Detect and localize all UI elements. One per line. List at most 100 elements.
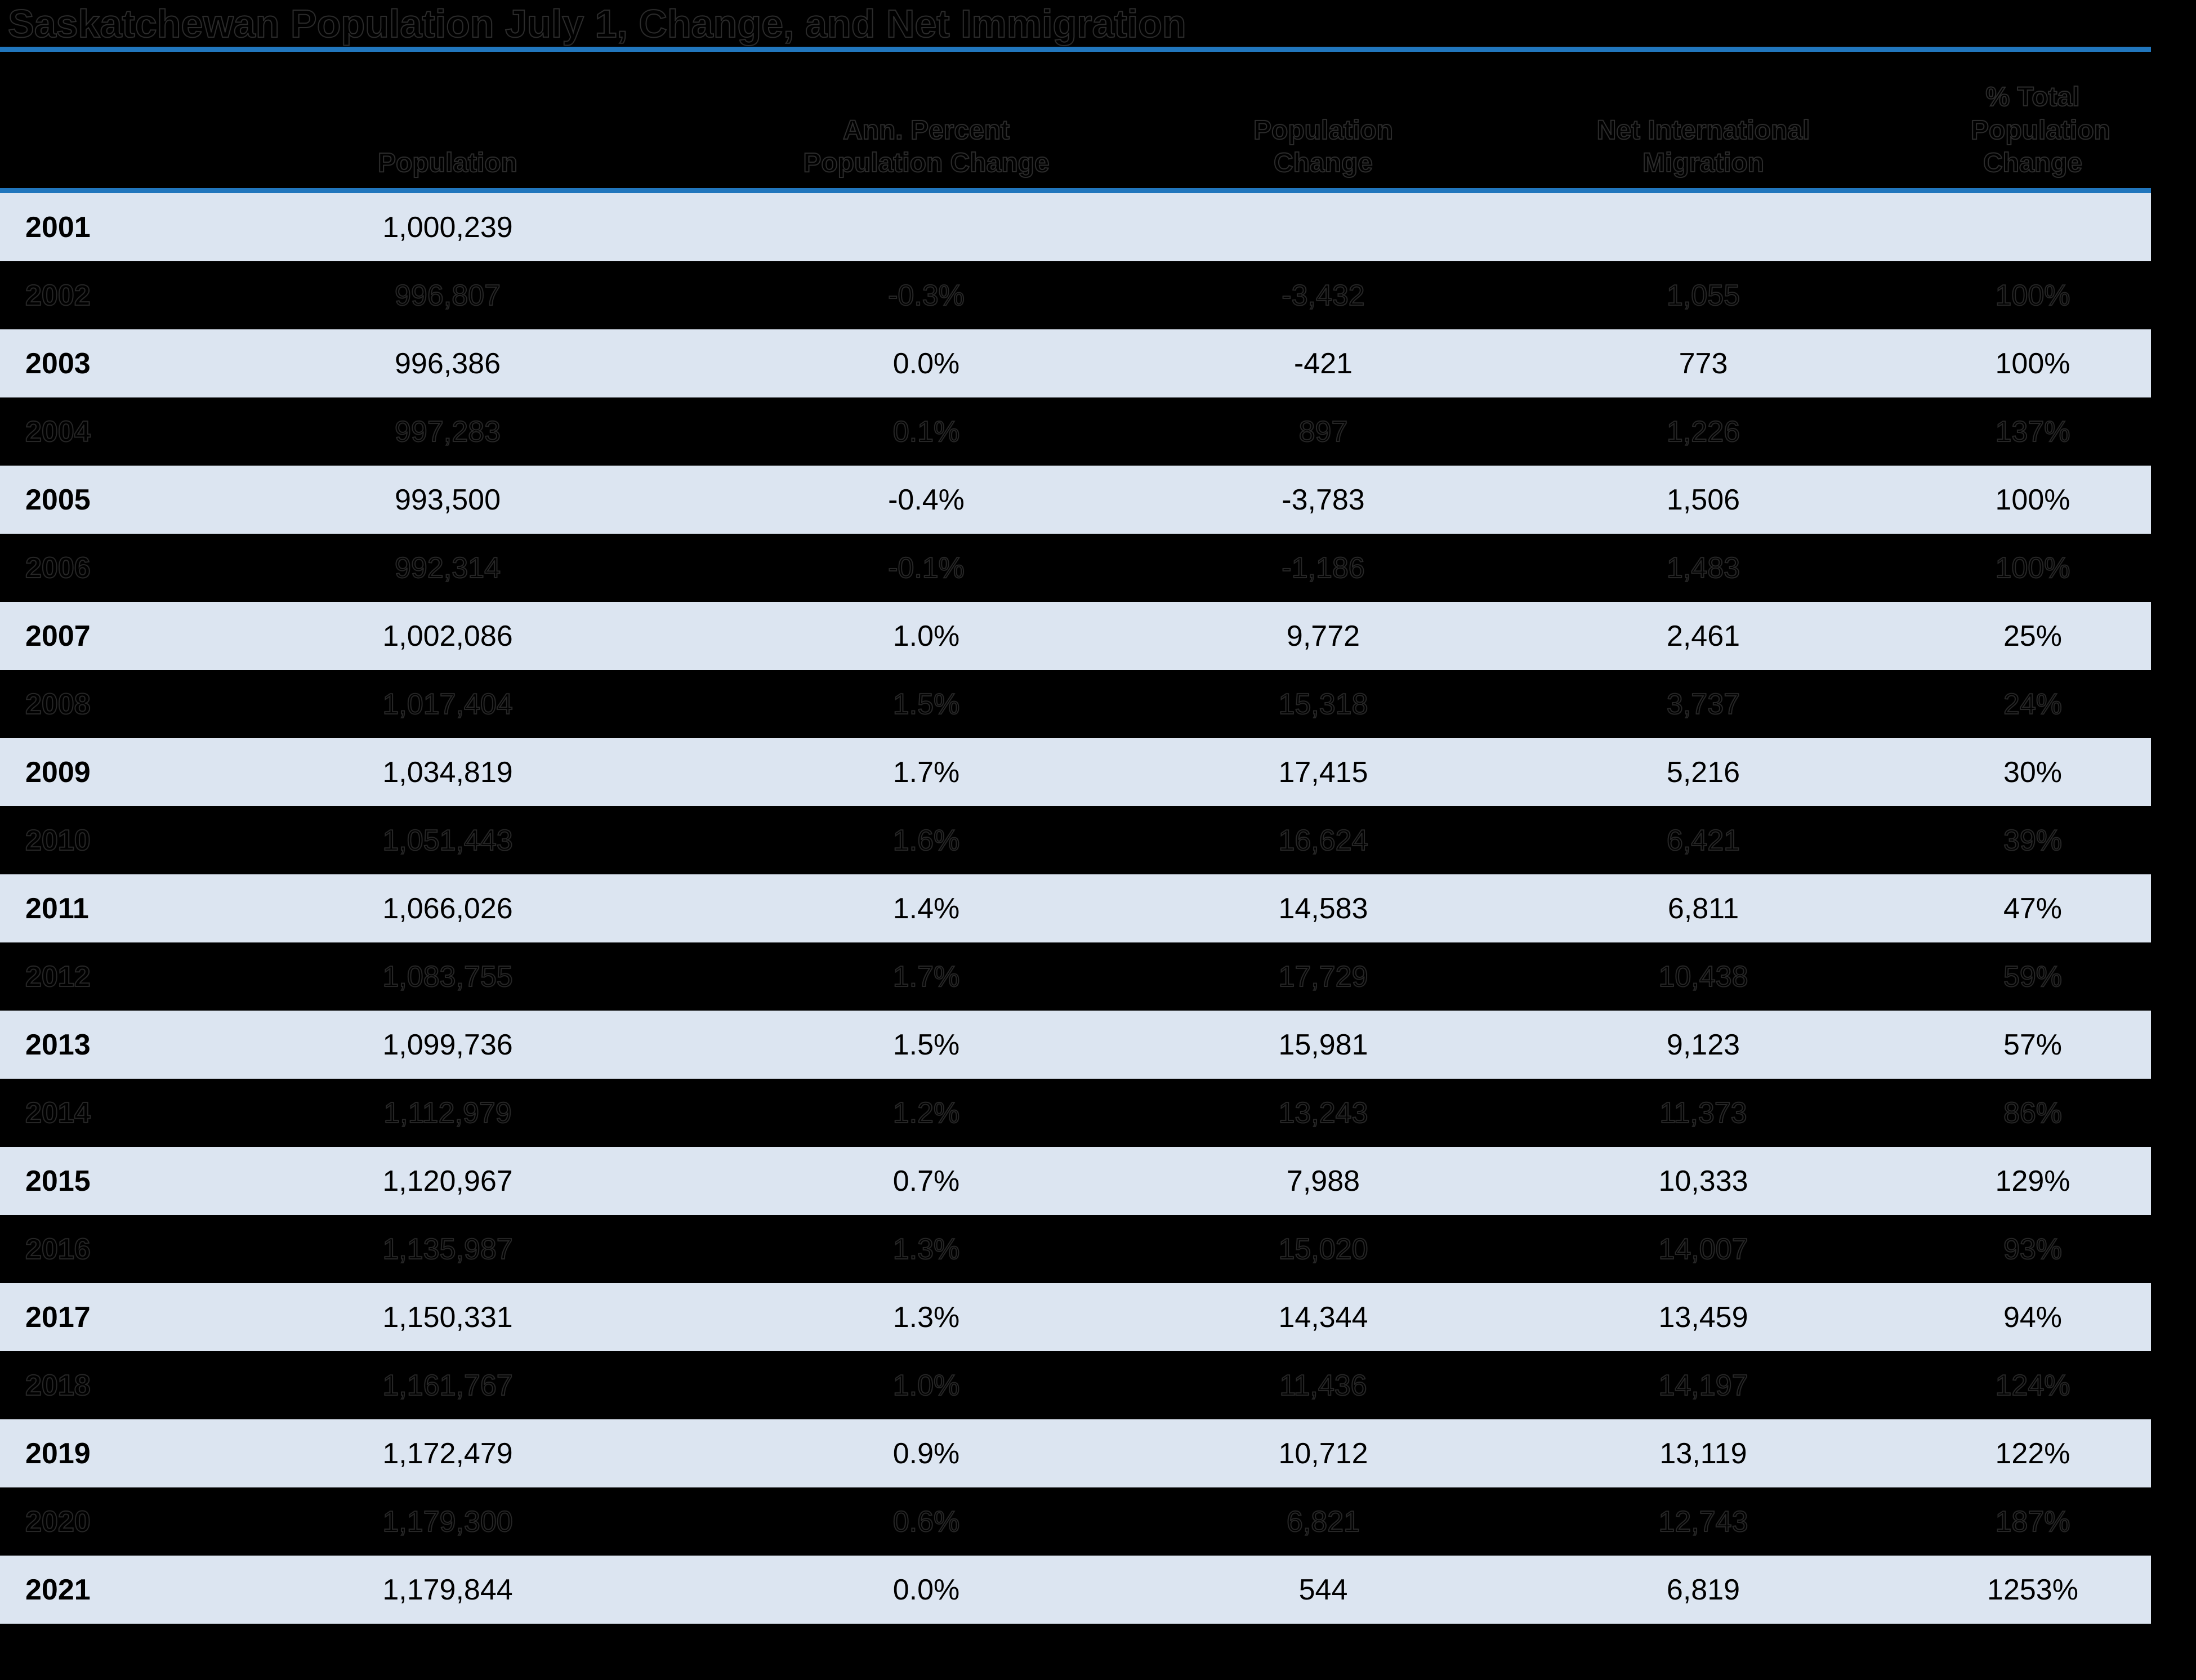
cell-ann_pct: 1.2%: [892, 1096, 961, 1130]
cell-population: 1,000,239: [382, 211, 513, 244]
cell-population: 1,099,736: [382, 1028, 513, 1061]
cell-population: 996,386: [395, 347, 501, 380]
cell-pop_change: -3,432: [1281, 279, 1365, 312]
cell-net_intl: 13,459: [1658, 1301, 1748, 1334]
cell-ann_pct: 1.4%: [892, 892, 960, 925]
cell-net_intl: 773: [1679, 347, 1728, 380]
cell-pct_total: 1253%: [1987, 1573, 2078, 1606]
cell-pct_total: 124%: [1995, 1369, 2071, 1402]
column-header-pop_change: Population Change: [1253, 115, 1394, 179]
cell-net_intl: 1,226: [1666, 415, 1740, 449]
cell-population: 1,112,979: [383, 1096, 512, 1130]
cell-net_intl: 10,438: [1658, 960, 1748, 994]
cell-year: 2021: [25, 1573, 91, 1606]
cell-population: 997,283: [394, 415, 501, 449]
table-row: 2003 996,386 0.0% -421 773 100%: [0, 329, 2151, 397]
table-row: 2004 997,283 0.1% 897 1,226 137%: [0, 397, 2151, 466]
cell-year: 2014: [25, 1096, 91, 1130]
cell-pop_change: 16,624: [1278, 824, 1368, 857]
cell-pct_total: 59%: [2003, 960, 2063, 994]
cell-population: 1,066,026: [382, 892, 513, 925]
table-row: 2005 993,500 -0.4% -3,783 1,506 100%: [0, 466, 2151, 534]
column-header-pct_total: % Total Population Change: [1970, 82, 2111, 178]
cell-population: 1,172,479: [382, 1437, 513, 1470]
cell-net_intl: 2,461: [1666, 619, 1740, 653]
cell-year: 2007: [25, 619, 91, 653]
cell-ann_pct: -0.3%: [887, 279, 965, 312]
cell-pop_change: -421: [1293, 347, 1353, 380]
cell-year: 2012: [25, 960, 91, 994]
cell-ann_pct: 1.5%: [892, 687, 961, 721]
cell-pct_total: 94%: [2003, 1301, 2063, 1334]
cell-population: 1,179,844: [382, 1573, 513, 1606]
cell-ann_pct: 0.0%: [892, 1573, 960, 1606]
cell-year: 2008: [25, 687, 91, 721]
cell-ann_pct: 1.7%: [892, 960, 961, 994]
cell-population: 1,017,404: [382, 687, 513, 721]
cell-ann_pct: 1.7%: [892, 756, 960, 789]
cell-ann_pct: 1.6%: [892, 824, 961, 857]
column-header-ann_pct: Ann. Percent Population Change: [802, 115, 1050, 179]
column-header-net_intl: Net International Migration: [1596, 115, 1811, 179]
title-bar: Saskatchewan Population July 1, Change, …: [0, 0, 2151, 52]
cell-net_intl: 5,216: [1666, 756, 1740, 789]
table-row: 2016 1,135,987 1.3% 15,020 14,007 93%: [0, 1215, 2151, 1283]
cell-ann_pct: 0.6%: [892, 1505, 961, 1539]
cell-year: 2015: [25, 1164, 91, 1198]
cell-ann_pct: 0.1%: [892, 415, 961, 449]
cell-pop_change: 897: [1298, 415, 1349, 449]
table-body: 2001 1,000,239 2002 996,807 -0.3% -3,432 1,055…: [0, 193, 2151, 1624]
cell-pct_total: 100%: [1995, 483, 2070, 516]
cell-pct_total: 100%: [1995, 551, 2071, 585]
cell-pop_change: -1,186: [1281, 551, 1365, 585]
cell-pop_change: 6,821: [1286, 1505, 1360, 1539]
cell-pct_total: 39%: [2003, 824, 2063, 857]
cell-year: 2006: [25, 551, 91, 585]
cell-pct_total: 57%: [2003, 1028, 2063, 1061]
table-row: 2019 1,172,479 0.9% 10,712 13,119 122%: [0, 1419, 2151, 1487]
table-row: 2008 1,017,404 1.5% 15,318 3,737 24%: [0, 670, 2151, 738]
cell-year: 2016: [25, 1232, 91, 1266]
table-row: 2015 1,120,967 0.7% 7,988 10,333 129%: [0, 1147, 2151, 1215]
table-row: 2020 1,179,300 0.6% 6,821 12,743 187%: [0, 1487, 2151, 1556]
page-title: Saskatchewan Population July 1, Change, …: [7, 1, 1187, 46]
cell-ann_pct: 1.3%: [892, 1301, 960, 1334]
cell-pop_change: 17,415: [1278, 756, 1368, 789]
cell-pop_change: 14,583: [1278, 892, 1368, 925]
cell-ann_pct: 1.3%: [892, 1232, 961, 1266]
cell-pct_total: 187%: [1995, 1505, 2071, 1539]
table-row: 2012 1,083,755 1.7% 17,729 10,438 59%: [0, 942, 2151, 1011]
cell-net_intl: 6,819: [1666, 1573, 1740, 1606]
table-row: 2010 1,051,443 1.6% 16,624 6,421 39%: [0, 806, 2151, 874]
table-row: 2007 1,002,086 1.0% 9,772 2,461 25%: [0, 602, 2151, 670]
cell-pct_total: 100%: [1995, 347, 2070, 380]
cell-net_intl: 14,197: [1658, 1369, 1748, 1402]
table-header-row: Population Ann. Percent Population Change P…: [0, 52, 2151, 193]
cell-year: 2013: [25, 1028, 91, 1061]
cell-population: 996,807: [394, 279, 501, 312]
cell-pop_change: 15,318: [1278, 687, 1368, 721]
table-row: 2014 1,112,979 1.2% 13,243 11,373 86%: [0, 1079, 2151, 1147]
cell-pct_total: 122%: [1995, 1437, 2070, 1470]
column-header-year: [0, 180, 253, 188]
cell-pop_change: 7,988: [1286, 1164, 1360, 1198]
cell-year: 2020: [25, 1505, 91, 1539]
cell-net_intl: 10,333: [1658, 1164, 1748, 1198]
cell-population: 993,500: [395, 483, 501, 516]
cell-pct_total: 30%: [2003, 756, 2063, 789]
cell-year: 2019: [25, 1437, 91, 1470]
cell-ann_pct: 1.0%: [892, 619, 960, 653]
cell-pop_change: 15,020: [1278, 1232, 1368, 1266]
cell-population: 1,179,300: [382, 1505, 513, 1539]
cell-population: 1,135,987: [382, 1232, 513, 1266]
cell-population: 1,002,086: [382, 619, 513, 653]
cell-population: 992,314: [394, 551, 501, 585]
cell-ann_pct: 0.0%: [892, 347, 960, 380]
cell-net_intl: 6,811: [1667, 892, 1739, 925]
cell-ann_pct: 1.5%: [892, 1028, 960, 1061]
cell-ann_pct: -0.1%: [887, 551, 965, 585]
cell-population: 1,034,819: [382, 756, 513, 789]
cell-net_intl: 9,123: [1666, 1028, 1740, 1061]
cell-pop_change: 10,712: [1278, 1437, 1368, 1470]
cell-year: 2018: [25, 1369, 91, 1402]
